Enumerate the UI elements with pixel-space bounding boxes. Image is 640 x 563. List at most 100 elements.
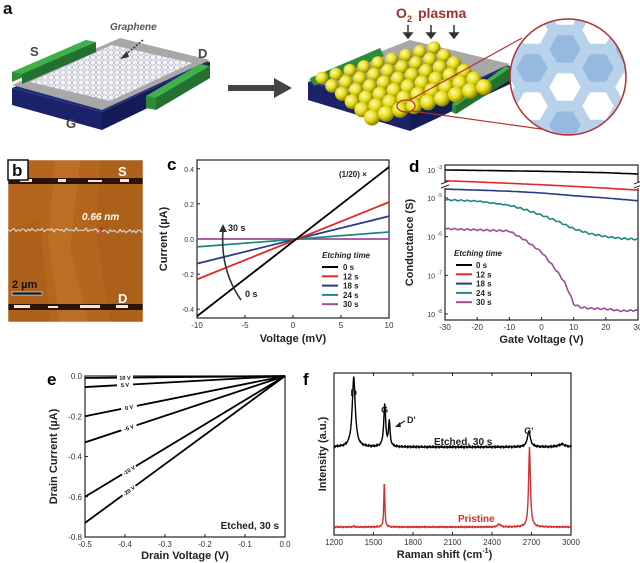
series-line-d-2 [444, 188, 639, 202]
x-tick-label: 0.0 [279, 540, 291, 549]
y-tick-label-base: 10 [427, 168, 435, 175]
afm-scalebar [11, 291, 43, 296]
panel-label-e: e [47, 370, 56, 389]
x-tick-label: -30 [439, 323, 451, 332]
afm-electrode-bottom [8, 304, 143, 310]
y-tick-label-exp: -7 [438, 270, 443, 276]
etching-trend-arrow [221, 229, 242, 301]
series-label-bg [116, 380, 134, 389]
afm-scalebar-label: 2 µm [12, 279, 38, 291]
x-tick-label: 10 [385, 321, 394, 330]
x-tick-label: 3000 [562, 538, 580, 547]
nanosphere [404, 67, 420, 82]
axis-break-gap [442, 182, 448, 188]
axis-break-mark [633, 181, 640, 185]
x-tick-label: -0.3 [158, 540, 172, 549]
annotation-scale: (1/20) × [339, 170, 367, 179]
legend-label: 0 s [476, 261, 488, 270]
annotation-0s: 0 s [245, 289, 258, 299]
lattice-hex [582, 54, 614, 82]
legend-title: Etching time [322, 251, 371, 260]
nanosphere [437, 48, 451, 63]
y-tick-label-base: 10 [427, 196, 435, 203]
nanosphere [427, 41, 441, 55]
chart-e-frame [84, 375, 286, 538]
y-axis-label: Current (µA) [158, 206, 170, 271]
x-tick-label: 1200 [325, 538, 343, 547]
nanosphere [348, 82, 364, 98]
afm-image [8, 160, 143, 322]
x-axis-label-end: ) [489, 549, 493, 561]
plasma-label-sub: 2 [407, 14, 412, 24]
panel-a: a S D G Graphene [3, 0, 627, 136]
zoom-line-top [409, 37, 523, 101]
gate-label: G [66, 116, 76, 131]
nanosphere [364, 109, 380, 126]
panel-label-c: c [167, 155, 176, 174]
nanosphere [418, 63, 434, 79]
lattice-hex [615, 19, 626, 25]
series-label-e: 0 V [125, 405, 135, 413]
peak-label-dprime: D' [407, 415, 416, 425]
nanosphere [329, 67, 343, 81]
x-tick-label: -20 [471, 323, 483, 332]
graphene-pointer-arrowhead [120, 51, 129, 59]
x-tick-label: 5 [339, 321, 344, 330]
x-axis-label: Raman shift (cm-1) [397, 548, 493, 561]
y-tick-label-base: 10 [427, 235, 435, 242]
x-tick-label: -0.1 [238, 540, 252, 549]
lattice-hex [615, 111, 626, 135]
series-label-e: 5 V [121, 383, 130, 389]
lattice-hex [582, 0, 614, 6]
y-axis-label: Conductance (S) [404, 198, 416, 286]
afm-height-label: 0.66 nm [82, 212, 119, 223]
x-tick-label: -0.5 [78, 540, 92, 549]
afm-height-profile [8, 226, 143, 234]
legend-label: 24 s [343, 291, 359, 300]
nanosphere [367, 67, 381, 82]
peak-pointer-arrowhead [395, 422, 401, 427]
x-tick-label: 2400 [483, 538, 501, 547]
y-tick-label-exp: -5 [438, 193, 443, 199]
nanosphere [334, 86, 350, 101]
y-tick-label-exp: -3 [438, 165, 443, 171]
series-line-c-0 [196, 166, 390, 317]
legend-label: 18 s [343, 282, 359, 291]
zoom-region-marker [396, 99, 416, 113]
panel-e: e -0.5 -0.4 -0.3 -0.2 -0.1 0.0 -0.8 -0.6 -0.4 -0.… [47, 370, 291, 562]
y-tick-label: -0.4 [182, 307, 194, 314]
panel-c: c -10 -5 0 5 10 -0.4 -0.2 0.0 0.2 0.4 Voltage (mV)… [158, 155, 394, 345]
lattice-hex [549, 73, 581, 101]
y-tick-label-exp: -8 [438, 309, 443, 315]
y-axis-label: Intensity (a.u.) [317, 416, 329, 491]
x-tick-label: 2100 [444, 538, 462, 547]
axis-break-mark [633, 185, 640, 189]
lattice-hex [549, 111, 581, 135]
nanosphere [339, 75, 353, 89]
peak-label-gprime: G' [524, 426, 533, 436]
nanosphere [476, 79, 492, 96]
y-tick-label: 0.2 [184, 202, 194, 209]
afm-drain-label: D [118, 291, 127, 306]
nanosphere [353, 71, 367, 86]
lattice-hex [510, 19, 515, 25]
peak-label-g: G [381, 405, 388, 415]
x-tick-label: -0.2 [198, 540, 212, 549]
chart-f-frame [333, 372, 572, 536]
x-tick-label: -0.4 [118, 540, 132, 549]
y-axis-label: Drain Current (µA) [48, 408, 60, 504]
nanosphere [446, 56, 462, 71]
legend-label: 24 s [476, 289, 492, 298]
nanosphere [406, 98, 422, 115]
series-label-pristine: Pristine [458, 514, 495, 525]
lattice-hex [582, 92, 614, 120]
x-tick-label: 1500 [365, 538, 383, 547]
series-label-e: -5 V [124, 424, 136, 433]
peak-label-d: D [351, 388, 358, 398]
etching-trend-arrowhead [219, 224, 227, 232]
series-line-d-4 [444, 227, 639, 313]
panel-label-b: b [12, 161, 22, 180]
y-tick-label: -0.6 [68, 493, 82, 502]
nanosphere [432, 60, 448, 75]
